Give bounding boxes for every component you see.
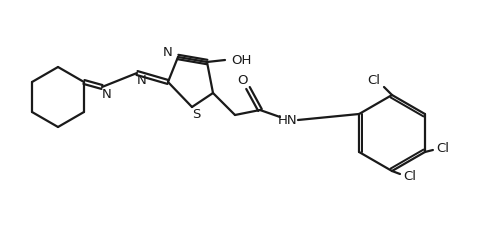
- Text: S: S: [192, 108, 200, 122]
- Text: Cl: Cl: [403, 171, 416, 184]
- Text: N: N: [137, 74, 147, 88]
- Text: N: N: [102, 88, 112, 101]
- Text: OH: OH: [231, 54, 251, 67]
- Text: HN: HN: [278, 113, 298, 126]
- Text: Cl: Cl: [367, 74, 381, 88]
- Text: Cl: Cl: [437, 142, 449, 155]
- Text: N: N: [163, 45, 173, 58]
- Text: O: O: [237, 74, 247, 86]
